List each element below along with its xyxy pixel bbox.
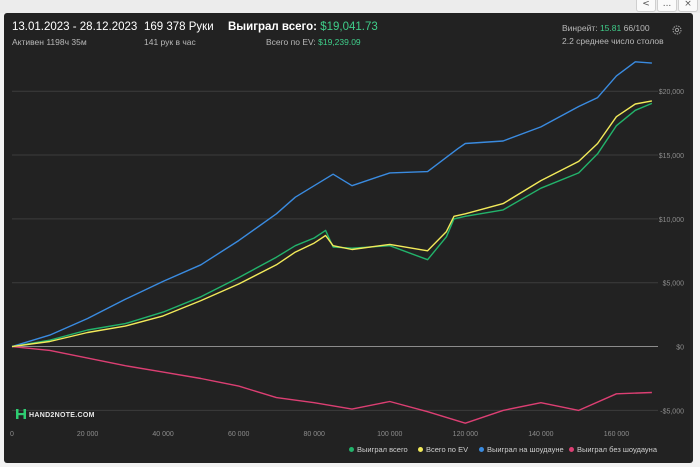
won-total-line [11,102,653,348]
legend-item-won-total[interactable]: Выиграл всего [349,445,408,454]
hands-count: 169 378 Руки [144,21,214,33]
legend-dot [349,446,354,452]
x-tick-label: 100 000 [377,431,402,438]
y-tick-label: $10,000 [659,217,684,224]
ev-total: Всего по EV: $19,239.09 [266,37,361,47]
window-top-strip [0,0,700,13]
close-button[interactable]: × [678,0,698,12]
y-tick-label: -$5,000 [660,408,684,415]
x-tick-label: 120 000 [453,431,478,438]
winrate: Винрейт: 15.81 66/100 [562,23,650,33]
ev-total-line [11,100,653,348]
won-total: Выиграл всего: $19,041.73 [228,21,378,33]
won-total-label: Выиграл всего: [228,21,317,33]
legend-item-ev-total[interactable]: Всего по EV [418,445,468,454]
y-tick-label: $15,000 [659,153,684,160]
legend-dot [569,446,574,452]
y-tick-label: $5,000 [663,281,685,288]
results-chart: -$5,000 $0 $5,000 $10,000 $15,000 $20,000 0 20 … [10,61,685,438]
ev-total-label: Всего по EV: [266,37,316,47]
legend-item-non-showdown[interactable]: Выиграл без шоудауна [569,445,657,454]
y-tick-label: $20,000 [659,89,684,96]
hand2note-logo-icon [16,409,26,419]
ev-total-value: $19,239.09 [318,37,361,47]
active-time: Активен 1198ч 35м [12,37,87,47]
winrate-value: 15.81 [599,23,622,33]
logo-text: HAND2NOTE.COM [29,412,95,419]
x-tick-label: 140 000 [528,431,553,438]
hands-per-hour: 141 рук в час [144,37,196,47]
winrate-label: Винрейт: [562,23,598,33]
winrate-suffix: 66/100 [623,23,650,33]
legend-dot [479,446,484,452]
legend-label: Выиграл на шоудауне [487,445,564,454]
back-button[interactable]: < [636,0,656,12]
x-tick-label: 20 000 [77,431,99,438]
more-options-button[interactable]: ... [657,0,677,12]
legend-label: Выиграл без шоудауна [577,445,657,454]
x-tick-label: 80 000 [304,431,326,438]
legend-dot [418,446,423,452]
graph-panel: -$5,000 $0 $5,000 $10,000 $15,000 $20,000 0 20 … [4,13,693,463]
legend-item-showdown[interactable]: Выиграл на шоудауне [479,445,564,454]
x-tick-label: 60 000 [228,431,250,438]
non-showdown-line [11,345,652,424]
hand2note-logo: HAND2NOTE.COM [16,409,95,419]
won-total-value: $19,041.73 [320,21,378,33]
date-range: 13.01.2023 - 28.12.2023 [12,21,138,33]
x-tick-label: 160 000 [604,431,629,438]
x-tick-label: 40 000 [152,431,174,438]
y-tick-label: $0 [676,345,684,352]
legend-label: Всего по EV [426,445,469,454]
showdown-line [11,61,652,348]
avg-tables: 2.2 среднее число столов [562,36,664,46]
x-tick-label: 0 [10,431,14,438]
legend-label: Выиграл всего [357,445,408,454]
gear-icon[interactable] [671,24,683,36]
